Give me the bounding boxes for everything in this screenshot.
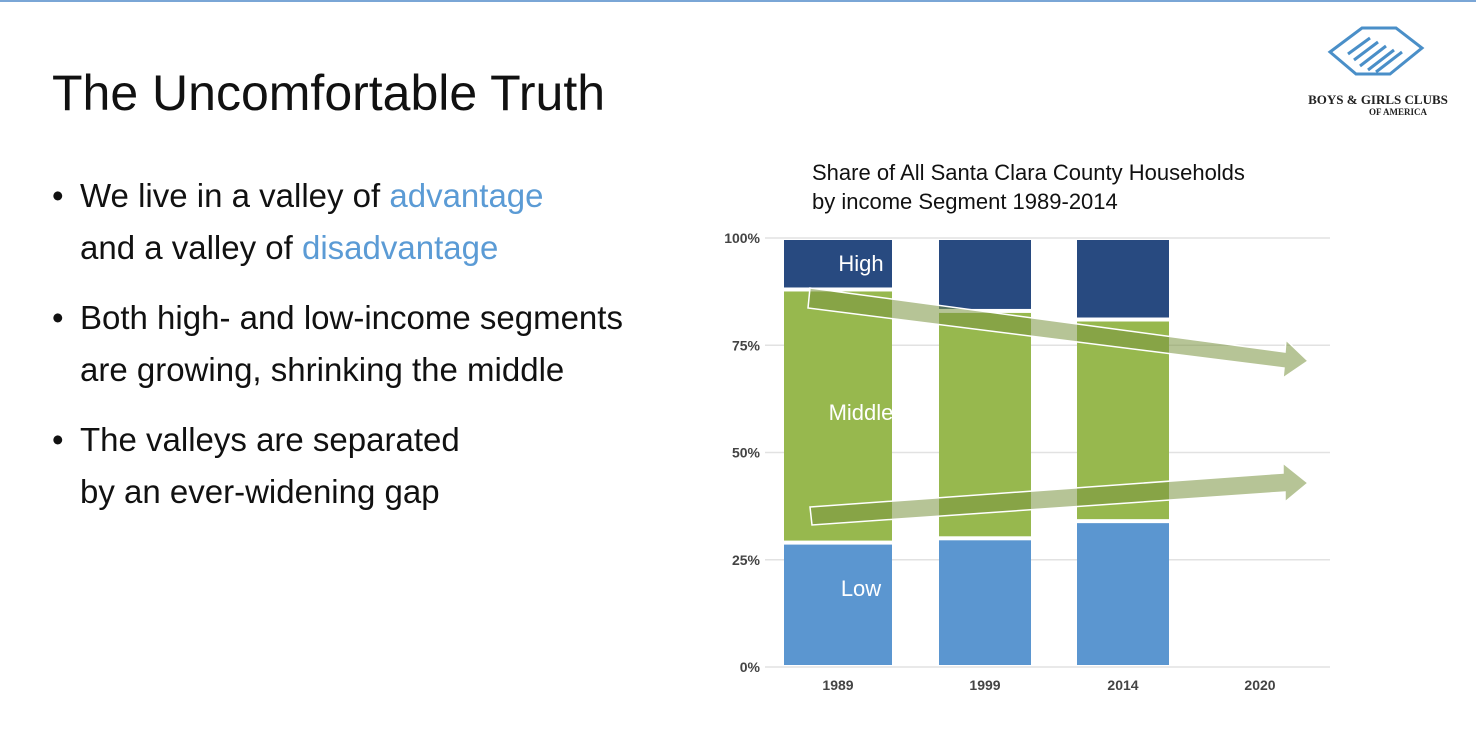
bar-low-1989 [784, 544, 892, 665]
y-tick-label: 50% [732, 445, 761, 461]
x-tick-label: 1999 [969, 677, 1000, 693]
slide-title: The Uncomfortable Truth [52, 65, 606, 121]
bullet-dot: • [52, 299, 64, 336]
bullet-item: • The valleys are separated by an ever-w… [52, 414, 623, 518]
logo-sub: OF AMERICA [1369, 107, 1427, 117]
bullet-dot: • [52, 421, 64, 458]
bullet-text: The valleys are separated [80, 421, 460, 458]
bar-high-2014 [1077, 240, 1169, 318]
bgca-logo: BOYS & GIRLS CLUBS OF AMERICA [1290, 24, 1466, 124]
bullet-text: We live in a valley of [80, 177, 390, 214]
y-tick-label: 100% [724, 230, 760, 246]
bullet-text: are growing, shrinking the middle [80, 351, 565, 388]
bullet-text: and a valley of [80, 229, 302, 266]
trend-arrow-up [809, 461, 1310, 526]
bullet-list: • We live in a valley of advantage and a… [52, 170, 623, 536]
y-tick-label: 75% [732, 337, 761, 353]
bullet-dot: • [52, 177, 64, 214]
segment-label-low: Low [841, 576, 881, 601]
bullet-text: by an ever-widening gap [80, 473, 440, 510]
chart-title-line2: by income Segment 1989-2014 [812, 189, 1118, 214]
x-tick-label: 2020 [1244, 677, 1275, 693]
x-tick-label: 1989 [822, 677, 853, 693]
bar-low-2014 [1077, 523, 1169, 665]
accent-text-disadvantage: disadvantage [301, 229, 499, 266]
bar-middle-1989 [784, 291, 892, 541]
bar-high-1999 [939, 240, 1031, 309]
handshake-logo-icon [1327, 26, 1425, 76]
bullet-item: • Both high- and low-income segments are… [52, 292, 623, 396]
chart-title-line1: Share of All Santa Clara County Househol… [812, 160, 1245, 185]
top-border [0, 0, 1476, 2]
chart-title: Share of All Santa Clara County Househol… [812, 158, 1245, 216]
trend-arrow-down [807, 287, 1310, 380]
bar-low-1999 [939, 540, 1031, 665]
x-tick-label: 2014 [1107, 677, 1138, 693]
y-tick-label: 25% [732, 552, 761, 568]
y-tick-label: 0% [740, 659, 761, 675]
segment-label-middle: Middle [829, 400, 894, 425]
segment-label-high: High [838, 251, 883, 276]
logo-name: BOYS & GIRLS CLUBS [1308, 92, 1448, 107]
bullet-item: • We live in a valley of advantage and a… [52, 170, 623, 274]
bullet-text: Both high- and low-income segments [80, 299, 623, 336]
bar-high-1989 [784, 240, 892, 288]
accent-text-advantage: advantage [389, 177, 544, 214]
